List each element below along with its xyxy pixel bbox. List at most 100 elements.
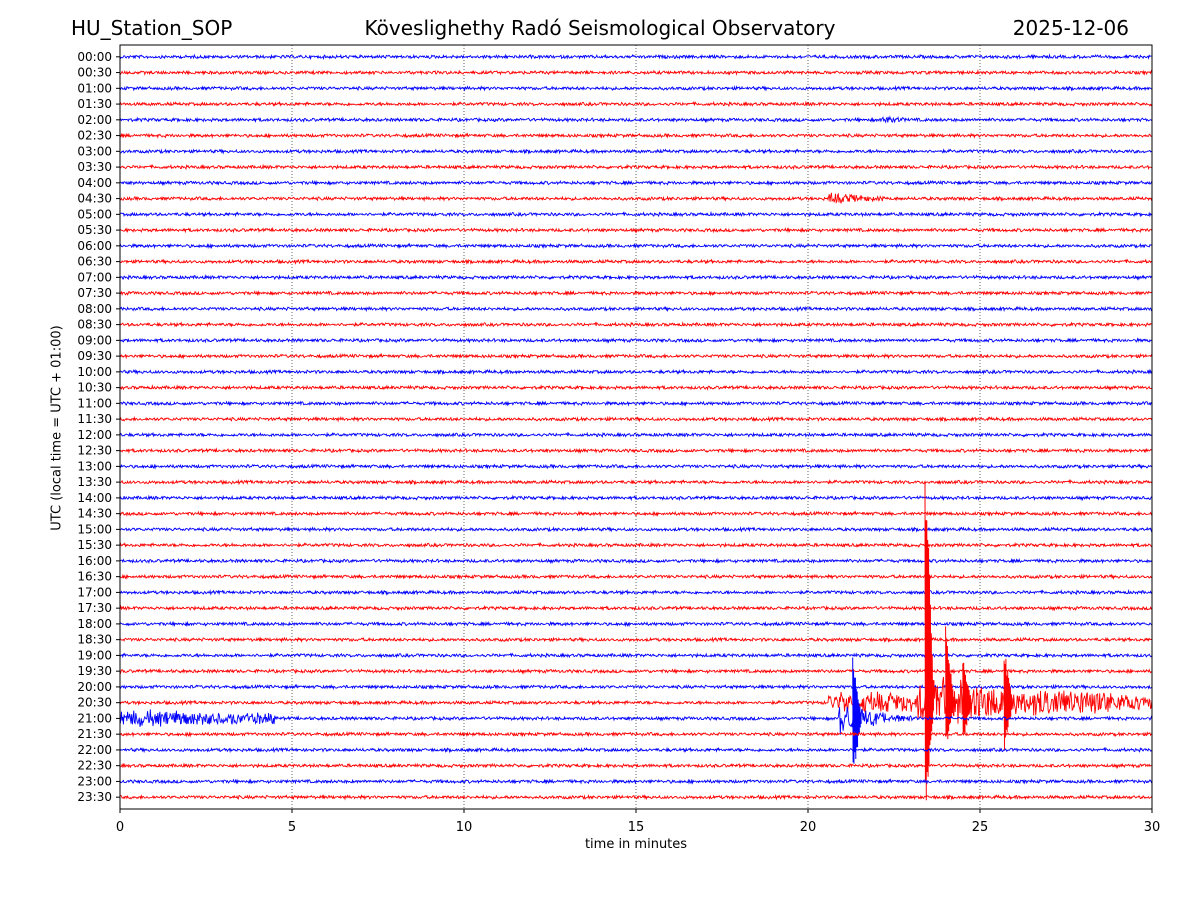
y-tick-label: 00:00 [77,50,112,64]
y-tick-label: 02:00 [77,113,112,127]
trace-1300 [119,463,1153,470]
trace-0530 [119,226,1153,234]
trace-1730 [119,604,1153,612]
trace-0900 [119,337,1153,344]
trace-2330 [119,793,1153,801]
trace-2100 [119,706,1153,735]
trace-2130 [119,730,1153,738]
y-tick-label: 12:30 [77,444,112,458]
y-tick-label: 11:30 [77,412,112,426]
trace-0000 [119,53,1153,61]
trace-0100 [119,84,1153,92]
y-tick-label: 07:30 [77,286,112,300]
y-tick-label: 07:00 [77,270,112,284]
trace-0400 [119,179,1153,187]
x-tick-label: 5 [288,820,296,835]
y-tick-label: 23:30 [77,790,112,804]
y-tick-label: 13:30 [77,475,112,489]
y-tick-label: 06:00 [77,239,112,253]
trace-1930 [119,667,1153,675]
trace-1630 [119,573,1153,580]
trace-spike [1003,658,1014,750]
y-tick-label: 10:00 [77,365,112,379]
y-tick-label: 22:30 [77,759,112,773]
trace-1100 [119,400,1153,407]
y-tick-label: 19:00 [77,648,112,662]
trace-spike [924,480,934,801]
y-tick-label: 17:30 [77,601,112,615]
y-tick-label: 05:30 [77,223,112,237]
y-tick-label: 16:00 [77,554,112,568]
y-tick-label: 18:00 [77,617,112,631]
y-tick-label: 04:30 [77,192,112,206]
x-tick-label: 30 [1144,820,1161,835]
trace-0300 [119,148,1153,155]
trace-0730 [119,290,1153,297]
traces [119,53,1153,801]
x-tick-label: 15 [628,820,645,835]
trace-spike [945,626,955,740]
x-tick-label: 20 [800,820,817,835]
x-axis-label: time in minutes [584,837,688,852]
trace-1700 [119,588,1153,596]
trace-0800 [119,305,1153,313]
trace-0930 [119,352,1153,360]
trace-1330 [119,478,1153,486]
trace-1900 [119,652,1153,659]
y-tick-label: 01:30 [77,97,112,111]
trace-1800 [119,620,1153,628]
trace-1200 [119,431,1153,438]
y-tick-label: 16:30 [77,570,112,584]
trace-1530 [119,541,1153,549]
trace-0330 [119,163,1153,171]
x-tick-label: 10 [456,820,473,835]
y-tick-label: 08:30 [77,318,112,332]
y-tick-label: 14:30 [77,507,112,521]
y-tick-label: 10:30 [77,381,112,395]
trace-0200 [119,115,1153,124]
y-tick-label: 11:00 [77,396,112,410]
y-tick-label: 03:00 [77,144,112,158]
y-tick-label: 20:00 [77,680,112,694]
trace-1230 [119,447,1153,454]
y-tick-label: 14:00 [77,491,112,505]
y-tick-label: 09:00 [77,333,112,347]
trace-spike [962,662,972,734]
trace-2200 [119,746,1153,754]
trace-1400 [119,494,1153,502]
y-tick-label: 03:30 [77,160,112,174]
trace-1000 [119,368,1153,376]
y-tick-label: 05:00 [77,207,112,221]
trace-1030 [119,384,1153,391]
trace-0600 [119,242,1153,250]
trace-0130 [119,100,1153,108]
y-tick-label: 21:00 [77,711,112,725]
y-tick-label: 18:30 [77,633,112,647]
y-tick-label: 13:00 [77,459,112,473]
x-tick-label: 0 [116,820,124,835]
trace-0830 [119,321,1153,328]
trace-1430 [119,510,1153,517]
trace-0030 [119,69,1153,76]
y-tick-label: 15:30 [77,538,112,552]
y-tick-label: 00:30 [77,66,112,80]
y-tick-label: 15:00 [77,522,112,536]
trace-2000 [119,683,1153,691]
trace-2230 [119,762,1153,769]
trace-1500 [119,526,1153,533]
trace-2030 [119,676,1153,724]
y-tick-label: 04:00 [77,176,112,190]
trace-1600 [119,557,1153,565]
trace-2300 [119,778,1153,785]
y-tick-label: 08:00 [77,302,112,316]
trace-spike [852,657,862,764]
y-tick-label: 01:00 [77,81,112,95]
trace-0630 [119,258,1153,265]
y-tick-label: 20:30 [77,696,112,710]
y-tick-label: 21:30 [77,727,112,741]
trace-1830 [119,636,1153,644]
y-tick-label: 09:30 [77,349,112,363]
x-tick-label: 25 [972,820,989,835]
trace-0430 [119,192,1153,204]
